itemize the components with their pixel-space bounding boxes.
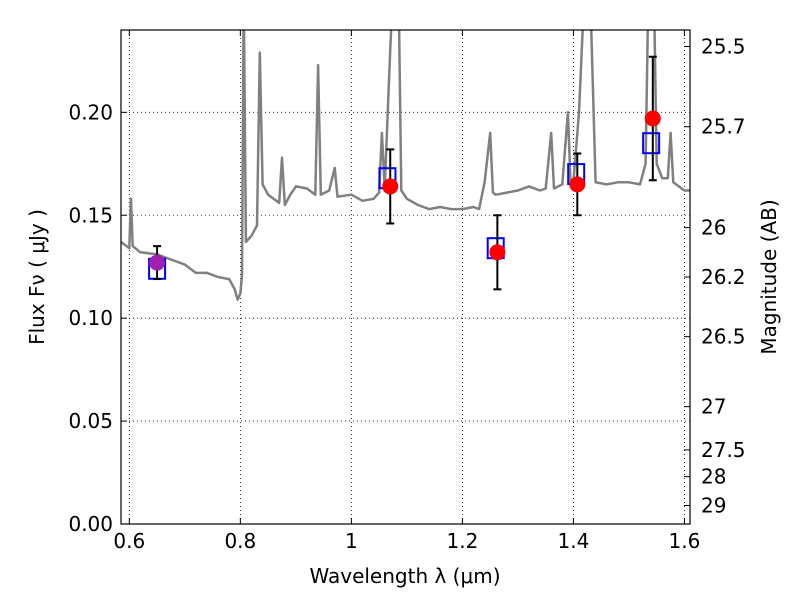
x-tick-label: 0.6 (113, 529, 145, 553)
y-axis-right-label: Magnitude (AB) (757, 199, 781, 354)
series-layer (121, 30, 690, 301)
y-right-tick-label: 28 (701, 465, 726, 489)
ticks: 0.6 0.8 1 1.2 1.4 1.6 0.00 0.05 0.10 0.15 0.20 25.5… (68, 30, 746, 553)
y-right-tick-label: 26.2 (701, 265, 746, 289)
y-right-tick-label: 27 (701, 395, 726, 419)
model-box (642, 132, 661, 155)
y-right-tick-label: 25.7 (701, 115, 746, 139)
y-tick-label: 0.05 (68, 409, 113, 433)
y-tick-label: 0.15 (68, 203, 113, 227)
x-tick-label: 1.4 (558, 529, 590, 553)
spectrum-line (121, 30, 690, 301)
y-right-tick-label: 26.5 (701, 325, 746, 349)
x-axis-label: Wavelength λ (μm) (309, 564, 500, 588)
y-tick-label: 0.10 (68, 306, 113, 330)
plot-background (121, 30, 690, 524)
data-point (569, 176, 586, 193)
y-right-tick-label: 25.5 (701, 34, 746, 58)
x-tick-label: 1.6 (669, 529, 701, 553)
y-axis-label: Flux Fν ( μJy ) (25, 209, 49, 345)
y-tick-label: 0.00 (68, 512, 113, 536)
y-right-tick-label: 27.5 (701, 438, 746, 462)
data-point (489, 244, 506, 261)
x-tick-label: 1.2 (446, 529, 478, 553)
x-tick-label: 1 (345, 529, 358, 553)
data-point (149, 254, 166, 271)
y-right-tick-label: 26 (701, 216, 726, 240)
data-point (382, 178, 399, 195)
x-tick-label: 0.8 (224, 529, 256, 553)
y-tick-label: 0.20 (68, 100, 113, 124)
y-right-tick-label: 29 (701, 493, 726, 517)
data-point (644, 110, 661, 127)
